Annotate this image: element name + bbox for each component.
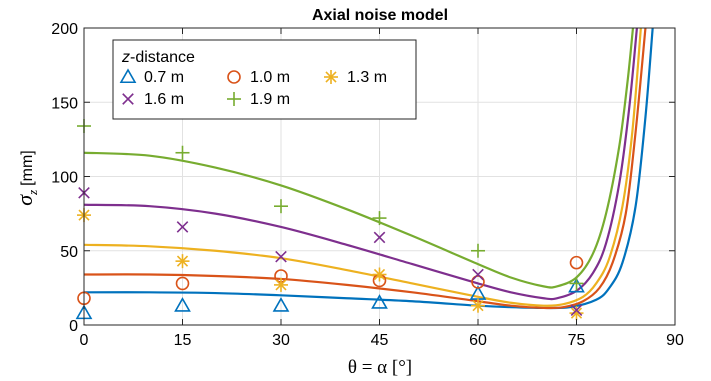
legend-marker: [324, 70, 338, 84]
data-point-1-0-m: [569, 255, 584, 270]
data-point-1-9-m: [569, 276, 584, 291]
legend-entry-label: 0.7 m: [144, 69, 184, 86]
data-point-1-6-m: [570, 304, 583, 316]
x-tick-label: 75: [568, 332, 586, 349]
data-point-0-7-m: [371, 294, 388, 309]
legend-marker: [227, 92, 241, 106]
data-point-1-3-m: [372, 267, 387, 282]
data-markers: [75, 119, 585, 321]
data-point-0-7-m: [272, 297, 290, 312]
x-tick-label: 60: [469, 332, 487, 349]
data-point-1-0-m: [175, 276, 190, 291]
legend: z-distance 0.7 m 1.0 m 1.3 m 1.6 m 1.9 m: [112, 39, 417, 120]
data-point-1-3-m: [274, 277, 288, 292]
y-tick-label: 150: [51, 95, 78, 112]
fit-curve-1-6-m: [83, 27, 639, 301]
legend-title: z-distance: [121, 49, 195, 66]
data-point-1-6-m: [275, 250, 287, 263]
y-axis-label-main: σ: [12, 194, 37, 206]
y-tick-label: 100: [51, 170, 78, 187]
y-axis-label-sub: z: [25, 190, 40, 196]
data-point-1-3-m: [471, 298, 485, 313]
data-point-1-9-m: [274, 199, 288, 214]
data-point-1-3-m: [175, 254, 190, 269]
data-point-1-0-m: [471, 275, 485, 289]
legend-marker: [122, 93, 134, 105]
x-tick-label: 0: [80, 332, 89, 349]
legend-marker: [119, 68, 137, 84]
data-point-1-6-m: [472, 268, 484, 281]
data-point-1-6-m: [373, 231, 386, 244]
svg-text:σz[mm]: σz [mm]: [12, 150, 40, 205]
axis-ticks: 0 15 30 45 60 75 90 0 50 100 150 200: [51, 21, 684, 349]
legend-box: [112, 39, 417, 120]
y-tick-label: 200: [51, 21, 78, 38]
y-tick-label: 50: [60, 244, 78, 261]
legend-entry-label: 1.9 m: [250, 91, 290, 108]
y-tick-label: 0: [69, 318, 78, 335]
data-point-0-7-m: [174, 297, 191, 312]
x-tick-label: 15: [174, 332, 192, 349]
fit-curves: [83, 27, 654, 310]
y-axis-label-unit: [mm]: [19, 150, 36, 186]
data-point-0-7-m: [568, 277, 585, 293]
legend-entry-label: 1.0 m: [250, 69, 290, 86]
x-axis-label: θ = α [°]: [348, 357, 412, 378]
legend-entry-label: 1.6 m: [144, 91, 184, 108]
x-tick-label: 90: [666, 332, 684, 349]
chart-title: Axial noise model: [312, 7, 448, 24]
fit-curve-1-9-m: [83, 27, 635, 289]
fit-curve-1-3-m: [83, 27, 642, 307]
legend-entry-label: 1.3 m: [347, 69, 387, 86]
data-point-1-9-m: [471, 243, 485, 258]
fit-curve-1-0-m: [83, 27, 647, 310]
x-tick-label: 30: [272, 332, 290, 349]
legend-marker: [227, 70, 241, 84]
y-axis-label: σz [mm]: [12, 150, 40, 205]
x-tick-label: 45: [371, 332, 389, 349]
data-point-1-9-m: [372, 211, 387, 226]
data-point-1-6-m: [176, 221, 189, 233]
data-point-1-3-m: [569, 306, 584, 321]
data-point-1-9-m: [175, 145, 190, 160]
